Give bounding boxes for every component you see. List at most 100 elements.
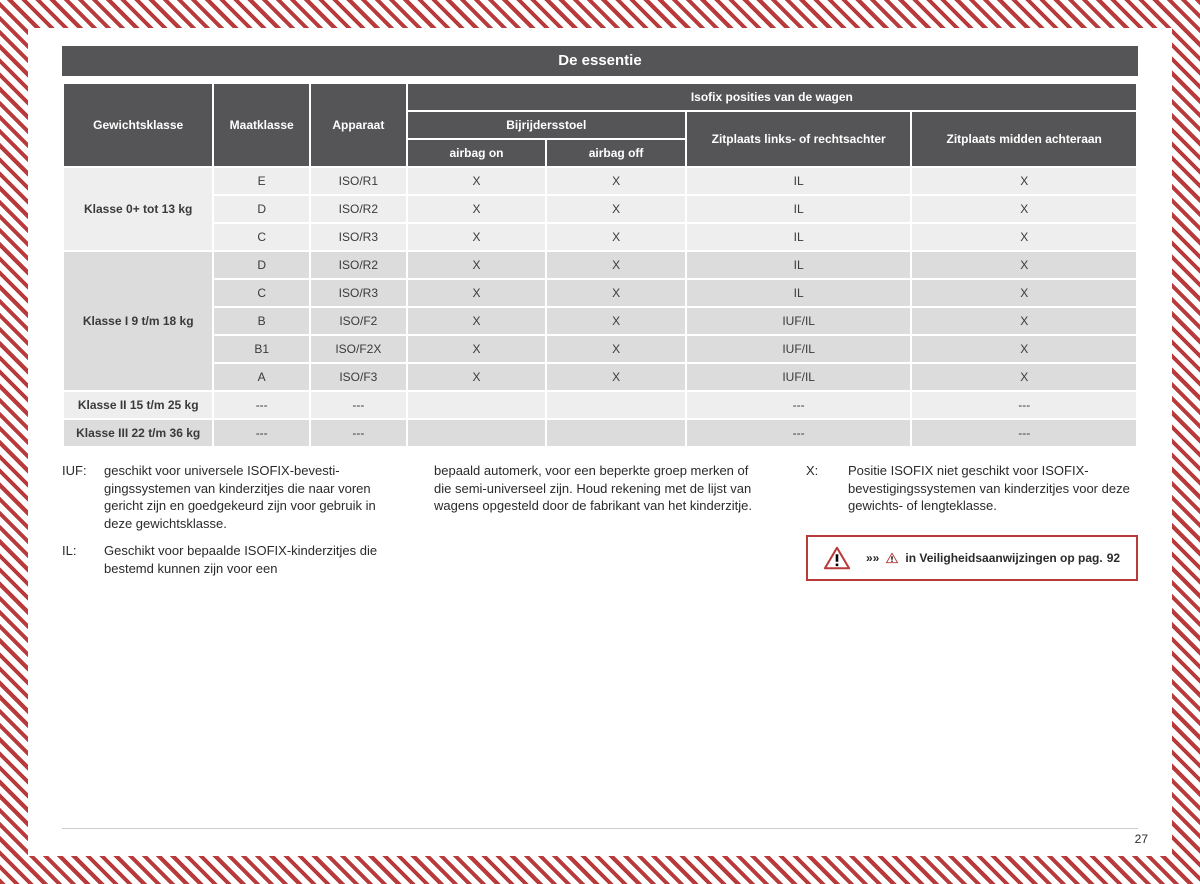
legend-key-iuf: IUF: [62,462,96,532]
cell-on: X [407,335,547,363]
cell-off: X [546,251,686,279]
cell-on: X [407,167,547,195]
cell-center: X [911,251,1137,279]
cell-size: B [213,307,310,335]
warning-triangle-icon [822,545,852,571]
cell-on: X [407,251,547,279]
cell-size: C [213,279,310,307]
cell-on: X [407,363,547,391]
th-size: Maatklasse [213,83,310,167]
cell-off: X [546,195,686,223]
th-rear-center: Zitplaats midden ach­teraan [911,111,1137,167]
cell-size: C [213,223,310,251]
cell-size: A [213,363,310,391]
cell-side: IUF/IL [686,307,912,335]
footer-rule [62,828,1138,829]
th-passenger: Bijrijdersstoel [407,111,686,139]
cell-on [407,391,547,419]
cell-size: D [213,251,310,279]
cell-off [546,419,686,447]
legend-col-right: X: Positie ISOFIX niet geschikt voor ISO… [806,462,1138,587]
legend-item-il: IL: Geschikt voor bepaalde ISOFIX-kinder… [62,542,394,577]
cell-center: X [911,307,1137,335]
table-row: Klasse III 22 t/m 36 kg------------ [63,419,1137,447]
cell-on: X [407,195,547,223]
cell-off: X [546,335,686,363]
th-rear-side: Zitplaats links- of rechtsachter [686,111,912,167]
cell-side: IL [686,195,912,223]
legend: IUF: geschikt voor universele ISOFIX-bev… [62,462,1138,587]
legend-key-il: IL: [62,542,96,577]
cell-size: D [213,195,310,223]
cell-center: X [911,223,1137,251]
cell-side: IL [686,279,912,307]
legend-text-x: Positie ISOFIX niet geschikt voor ISOFIX… [848,462,1138,515]
legend-item-iuf: IUF: geschikt voor universele ISOFIX-bev… [62,462,394,532]
cell-off: X [546,307,686,335]
table-row: B1ISO/F2XXXIUF/ILX [63,335,1137,363]
cell-side: IUF/IL [686,335,912,363]
page-number: 27 [1135,832,1148,846]
cell-side: --- [686,391,912,419]
cell-center: X [911,279,1137,307]
page: De essentie Gewichtsklasse Maatklasse Ap… [28,28,1172,856]
cell-center: --- [911,391,1137,419]
cell-on [407,419,547,447]
cell-side: IL [686,251,912,279]
table-row: CISO/R3XXILX [63,279,1137,307]
cell-center: --- [911,419,1137,447]
cell-size: --- [213,419,310,447]
table-row: CISO/R3XXILX [63,223,1137,251]
cell-on: X [407,279,547,307]
cell-size: E [213,167,310,195]
th-device: Apparaat [310,83,407,167]
warning-box: »» in Veiligheidsaanwijzingen op pag. 92 [806,535,1138,581]
table-body: Klasse 0+ tot 13 kgEISO/R1XXILXDISO/R2XX… [63,167,1137,447]
warning-label: in Veiligheidsaanwijzingen op pag. [905,550,1102,566]
cell-size: --- [213,391,310,419]
th-airbag-off: airbag off [546,139,686,167]
cell-weight-class: Klasse II 15 t/m 25 kg [63,391,213,419]
cell-size: B1 [213,335,310,363]
cell-device: ISO/R3 [310,279,407,307]
cell-center: X [911,195,1137,223]
warning-text: »» in Veiligheidsaanwijzingen op pag. 92 [866,550,1120,566]
cell-weight-class: Klasse III 22 t/m 36 kg [63,419,213,447]
cell-side: IL [686,167,912,195]
table-row: DISO/R2XXILX [63,195,1137,223]
cell-device: ISO/F3 [310,363,407,391]
cell-device: ISO/F2 [310,307,407,335]
cell-device: --- [310,419,407,447]
warning-triangle-small-icon [885,552,899,564]
th-weight: Gewichtsklasse [63,83,213,167]
cell-device: ISO/R2 [310,195,407,223]
cell-side: IUF/IL [686,363,912,391]
cell-off [546,391,686,419]
cell-side: IL [686,223,912,251]
cell-off: X [546,223,686,251]
cell-device: ISO/R2 [310,251,407,279]
legend-text-il: Geschikt voor bepaalde ISOFIX-kinderzi­t… [104,542,394,577]
table-head: Gewichtsklasse Maatklasse Apparaat Isofi… [63,83,1137,167]
cell-device: ISO/F2X [310,335,407,363]
cell-center: X [911,335,1137,363]
page-title: De essentie [62,46,1138,76]
cell-on: X [407,307,547,335]
cell-device: ISO/R3 [310,223,407,251]
cell-off: X [546,279,686,307]
isofix-table: Gewichtsklasse Maatklasse Apparaat Isofi… [62,82,1138,448]
cell-device: ISO/R1 [310,167,407,195]
cell-side: --- [686,419,912,447]
cell-weight-class: Klasse I 9 t/m 18 kg [63,251,213,391]
table-row: Klasse II 15 t/m 25 kg------------ [63,391,1137,419]
table-row: BISO/F2XXIUF/ILX [63,307,1137,335]
cell-off: X [546,167,686,195]
legend-key-x: X: [806,462,840,515]
cell-center: X [911,167,1137,195]
cell-device: --- [310,391,407,419]
th-positions: Isofix posities van de wagen [407,83,1137,111]
cell-weight-class: Klasse 0+ tot 13 kg [63,167,213,251]
legend-item-x: X: Positie ISOFIX niet geschikt voor ISO… [806,462,1138,515]
legend-text-iuf: geschikt voor universele ISOFIX-bevesti­… [104,462,394,532]
cell-on: X [407,223,547,251]
